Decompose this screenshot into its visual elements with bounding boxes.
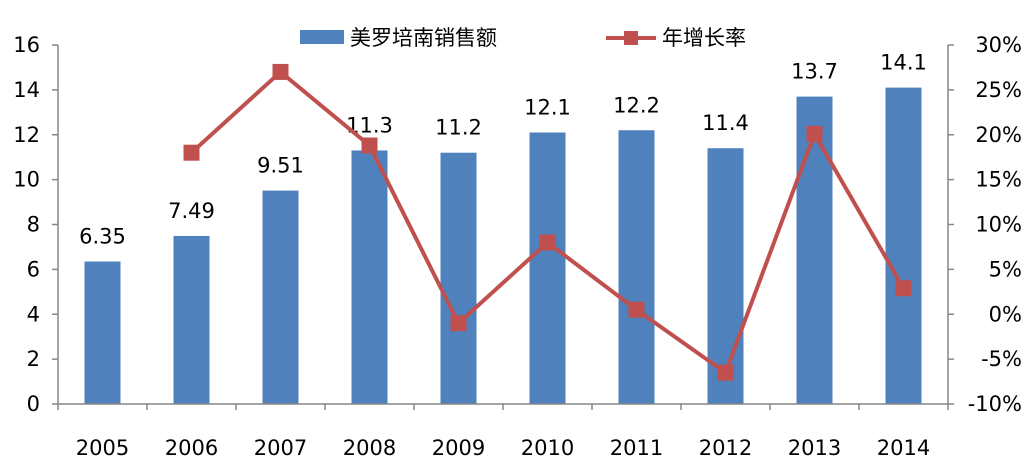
bar-2011 bbox=[618, 130, 655, 404]
bar-data-label-2014: 14.1 bbox=[880, 51, 927, 75]
right-tick-label: 10% bbox=[975, 213, 1022, 237]
growth-marker-2011 bbox=[628, 301, 645, 318]
growth-marker-2007 bbox=[272, 63, 289, 80]
category-label-2010: 2010 bbox=[521, 436, 574, 460]
left-tick-label: 8 bbox=[27, 213, 40, 237]
category-label-2008: 2008 bbox=[343, 436, 396, 460]
legend-bar-label: 美罗培南销售额 bbox=[350, 26, 497, 50]
left-tick-label: 0 bbox=[27, 392, 40, 416]
bar-2006 bbox=[173, 235, 210, 404]
growth-marker-2008 bbox=[361, 137, 378, 154]
bar-2005 bbox=[84, 261, 121, 404]
left-tick-label: 14 bbox=[13, 78, 40, 102]
bar-2014 bbox=[885, 87, 922, 404]
bar-series bbox=[84, 87, 922, 404]
right-tick-label: -10% bbox=[968, 392, 1022, 416]
growth-marker-2012 bbox=[717, 364, 734, 381]
right-tick-label: 30% bbox=[975, 33, 1022, 57]
growth-marker-2010 bbox=[539, 234, 556, 251]
right-tick-label: 5% bbox=[989, 257, 1022, 281]
right-tick-label: 15% bbox=[975, 168, 1022, 192]
bar-data-label-2007: 9.51 bbox=[257, 154, 304, 178]
category-label-2011: 2011 bbox=[610, 436, 663, 460]
growth-marker-2006 bbox=[183, 144, 200, 161]
bar-data-label-2013: 13.7 bbox=[791, 60, 838, 84]
bar-data-label-2011: 12.2 bbox=[613, 93, 660, 117]
category-label-2005: 2005 bbox=[76, 436, 129, 460]
bar-2009 bbox=[440, 152, 477, 404]
left-tick-label: 10 bbox=[13, 168, 40, 192]
category-label-2014: 2014 bbox=[877, 436, 930, 460]
bar-2008 bbox=[351, 150, 388, 404]
category-label-2012: 2012 bbox=[699, 436, 752, 460]
right-tick-label: 20% bbox=[975, 123, 1022, 147]
growth-marker-2009 bbox=[450, 315, 467, 332]
category-label-2007: 2007 bbox=[254, 436, 307, 460]
chart-legend: 美罗培南销售额 年增长率 bbox=[300, 26, 746, 50]
right-tick-label: -5% bbox=[981, 347, 1022, 371]
bar-2012 bbox=[707, 148, 744, 404]
category-label-2006: 2006 bbox=[165, 436, 218, 460]
right-tick-label: 25% bbox=[975, 78, 1022, 102]
bar-data-label-2012: 11.4 bbox=[702, 111, 749, 135]
bar-data-label-2009: 11.2 bbox=[435, 116, 482, 140]
bar-2013 bbox=[796, 96, 833, 404]
left-tick-label: 2 bbox=[27, 347, 40, 371]
right-tick-label: 0% bbox=[989, 302, 1022, 326]
growth-marker-2013 bbox=[806, 125, 823, 142]
legend-bar-swatch bbox=[300, 30, 344, 44]
right-axis-ticks: -10% -5% 0% 5% 10% 15% 20% 25% 30% bbox=[948, 33, 1022, 416]
bar-data-label-2005: 6.35 bbox=[79, 225, 126, 249]
bar-data-label-2010: 12.1 bbox=[524, 96, 571, 120]
category-label-2009: 2009 bbox=[432, 436, 485, 460]
bar-2010 bbox=[529, 132, 566, 404]
legend-line-label: 年增长率 bbox=[662, 26, 746, 50]
growth-marker-2014 bbox=[895, 280, 912, 297]
bar-data-label-2006: 7.49 bbox=[168, 199, 215, 223]
legend-line-marker bbox=[624, 31, 638, 45]
line-series bbox=[183, 63, 912, 381]
category-label-2013: 2013 bbox=[788, 436, 841, 460]
bar-2007 bbox=[262, 190, 299, 404]
left-tick-label: 12 bbox=[13, 123, 40, 147]
left-tick-label: 16 bbox=[13, 33, 40, 57]
category-axis-labels: 2005 2006 2007 2008 2009 2010 2011 2012 2013 2014 bbox=[57, 404, 949, 460]
left-tick-label: 4 bbox=[27, 302, 40, 326]
left-tick-label: 6 bbox=[27, 257, 40, 281]
left-axis-ticks: 0 2 4 6 8 10 12 14 16 bbox=[13, 33, 58, 416]
